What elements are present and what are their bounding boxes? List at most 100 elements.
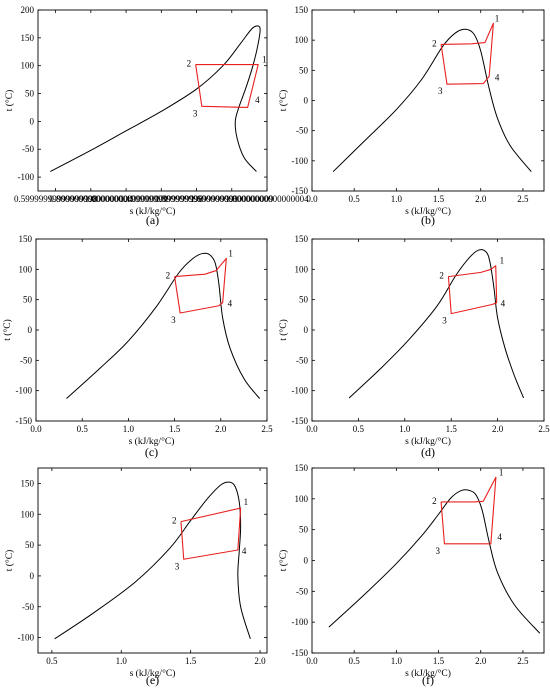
x-tick-label: 1.5 (185, 656, 197, 666)
panel-caption: (d) (421, 445, 435, 459)
x-tick-label: 0.0 (306, 194, 318, 204)
saturation-dome-line (66, 252, 261, 399)
x-tick-label: 0.59999999999999998 (14, 194, 98, 204)
x-axis-label: s (kJ/kg/°C) (130, 206, 176, 217)
x-tick-label: 0.0 (306, 424, 318, 434)
y-tick-label: -100 (292, 617, 309, 627)
x-axis-label: s (kJ/kg/°C) (405, 436, 451, 447)
x-tick-label: 2.0 (215, 424, 227, 434)
state-point-label-1: 1 (499, 467, 504, 477)
panel-caption: (b) (421, 213, 435, 227)
y-tick-label: 100 (21, 509, 35, 519)
y-axis-label: t (°C) (4, 550, 15, 571)
y-tick-label: 200 (21, 5, 35, 15)
panel-caption: (c) (145, 445, 158, 459)
y-tick-label: 0 (28, 325, 33, 335)
x-tick-label: 2.5 (517, 656, 529, 666)
x-tick-label: 1.39999999999999991 (155, 194, 238, 204)
panel-caption: (f) (422, 673, 434, 687)
cycle-line (447, 265, 498, 315)
state-point-label-4: 4 (497, 532, 502, 542)
x-tick-label: 2.5 (261, 424, 273, 434)
x-tick-label: 0.0 (306, 656, 318, 666)
panel-caption: (e) (146, 673, 159, 687)
x-tick-label: 0.5 (46, 656, 58, 666)
chart-panel: 0.5 1.0 1.5 2.0 -100 -50 0 50 100 150 s (kJ/kg/°C)… (4, 467, 268, 687)
y-tick-label: 150 (295, 5, 309, 15)
state-point-label-3: 3 (435, 546, 440, 556)
y-axis-label: t (°C) (278, 319, 289, 340)
y-tick-label: 150 (21, 33, 35, 43)
y-tick-label: -150 (16, 416, 33, 426)
y-tick-label: 0 (304, 96, 309, 106)
x-tick-label: 2.5 (538, 424, 550, 434)
x-tick-label: 0.5 (77, 424, 89, 434)
y-tick-label: -50 (22, 144, 34, 154)
y-tick-label: -150 (292, 416, 309, 426)
x-tick-label: 2.0 (492, 424, 504, 434)
y-tick-label: -100 (18, 172, 35, 182)
cycle-line (440, 476, 497, 545)
state-point-label-3: 3 (442, 316, 447, 326)
y-tick-label: 50 (25, 540, 35, 550)
x-axis-label: s (kJ/kg/°C) (405, 206, 451, 217)
x-tick-label: 1.0 (391, 194, 403, 204)
x-tick-label: 0.5 (353, 424, 365, 434)
y-tick-label: 50 (25, 89, 35, 99)
y-tick-label: 150 (19, 234, 33, 244)
plot-frame (311, 238, 545, 422)
chart-panel: 0.0 0.5 1.0 1.5 2.0 2.5 -150 -100 -50 0 50 100 150 s … (278, 5, 545, 227)
y-tick-label: 100 (295, 494, 309, 504)
y-tick-label: 0 (304, 556, 309, 566)
cycle-line (440, 22, 494, 85)
y-tick-label: 0 (30, 116, 35, 126)
panel-caption: (a) (146, 213, 159, 227)
state-point-label-1: 1 (495, 13, 500, 23)
y-tick-label: -150 (292, 648, 309, 658)
state-point-label-4: 4 (495, 72, 500, 82)
cycle-line (174, 257, 227, 314)
cycle-line (195, 64, 259, 109)
saturation-dome-line (328, 489, 541, 634)
state-point-label-3: 3 (175, 561, 180, 571)
x-tick-label: 1.0 (399, 424, 411, 434)
saturation-dome-line (50, 25, 261, 172)
y-tick-label: 100 (295, 264, 309, 274)
y-tick-label: -100 (292, 386, 309, 396)
chart-panel: 0.599999999999999980.800000000000000041.… (4, 5, 309, 227)
x-axis-label: s (kJ/kg/°C) (129, 436, 175, 447)
y-tick-label: 100 (19, 264, 33, 274)
saturation-dome-line (332, 28, 532, 173)
state-point-label-4: 4 (228, 299, 233, 309)
y-axis-label: t (°C) (278, 90, 289, 111)
state-point-label-1: 1 (228, 248, 233, 258)
state-point-label-4: 4 (242, 546, 247, 556)
x-tick-label: 2.0 (475, 656, 487, 666)
y-tick-label: -100 (16, 386, 33, 396)
chart-panel: 0.0 0.5 1.0 1.5 2.0 2.5 -150 -100 -50 0 50 100 150 s … (278, 234, 550, 459)
saturation-dome-line (54, 481, 251, 640)
plot-frame (37, 467, 268, 654)
y-axis-label: t (°C) (278, 550, 289, 571)
x-tick-label: 1.5 (169, 424, 181, 434)
y-tick-label: 100 (21, 61, 35, 71)
x-tick-label: 0.80000000000000004 (49, 194, 133, 204)
x-tick-label: 1.00000000000000000 (84, 194, 168, 204)
state-point-label-3: 3 (171, 315, 176, 325)
y-tick-label: -100 (292, 156, 309, 166)
plot-frame (37, 9, 268, 192)
y-tick-label: -150 (292, 186, 309, 196)
x-axis-label: s (kJ/kg/°C) (130, 668, 176, 679)
x-axis-label: s (kJ/kg/°C) (405, 668, 451, 679)
y-tick-label: -100 (18, 633, 35, 643)
x-tick-label: 0.0 (30, 424, 42, 434)
x-tick-label: 0.5 (349, 194, 361, 204)
x-tick-label: 1.0 (123, 424, 135, 434)
x-tick-label: 2.5 (517, 194, 529, 204)
y-tick-label: 0 (304, 325, 309, 335)
plot-frame (35, 238, 268, 422)
x-tick-label: 1.60000000000000009 (190, 194, 274, 204)
chart-panel: 0.0 0.5 1.0 1.5 2.0 2.5 -150 -100 -50 0 50 100 150 s … (2, 234, 273, 459)
